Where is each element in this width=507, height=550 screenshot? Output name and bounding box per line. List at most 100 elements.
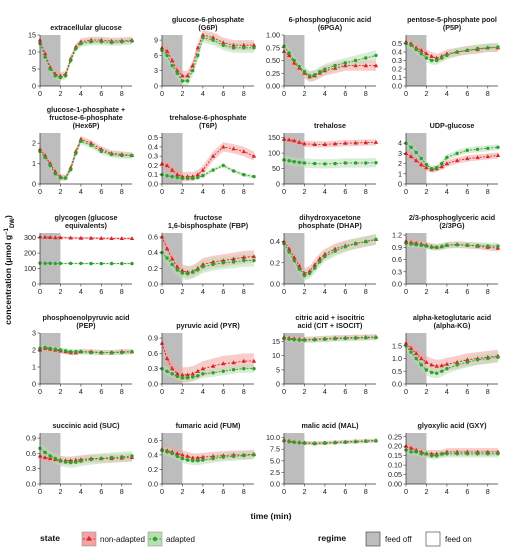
data-point-non-adapted — [195, 455, 200, 460]
data-point-non-adapted — [454, 360, 460, 364]
legend-swatch-feed-on — [425, 531, 441, 547]
data-point-adapted — [429, 370, 434, 375]
data-point-adapted — [353, 161, 358, 165]
y-tick-label: 0.2 — [392, 65, 402, 74]
x-tick-label: 0 — [404, 187, 408, 196]
data-point-adapted — [201, 174, 205, 178]
x-tick-label: 6 — [99, 387, 103, 396]
y-tick-label: 1.2 — [392, 231, 402, 240]
data-point-adapted — [231, 368, 236, 372]
x-tick-label: 8 — [120, 187, 124, 196]
y-tick-label: 0 — [276, 380, 280, 389]
y-tick-label: 3 — [32, 329, 36, 338]
x-tick-label: 6 — [343, 287, 347, 296]
legend-regime: regime feed off feed on — [318, 531, 472, 547]
data-point-non-adapted — [170, 256, 175, 261]
confidence-band-adapted — [284, 155, 376, 169]
data-point-non-adapted — [373, 63, 379, 68]
data-point-adapted — [455, 151, 459, 156]
y-tick-label: 10 — [272, 351, 280, 360]
x-tick-label: 4 — [79, 487, 83, 496]
x-tick-label: 0 — [404, 89, 408, 98]
x-tick-label: 4 — [201, 387, 205, 396]
data-point-adapted — [79, 41, 83, 46]
y-tick-label: 0.10 — [388, 461, 402, 470]
y-tick-label: 1.0 — [392, 354, 402, 363]
y-tick-label: 0.0 — [148, 480, 158, 489]
data-point-adapted — [196, 459, 200, 463]
data-point-non-adapted — [195, 368, 200, 373]
x-tick-label: 2 — [58, 487, 62, 496]
data-point-adapted — [364, 439, 368, 443]
y-tick-label: 3 — [154, 66, 158, 75]
x-tick-label: 4 — [201, 487, 205, 496]
data-point-adapted — [48, 346, 52, 350]
x-tick-label: 6 — [221, 387, 225, 396]
data-point-adapted — [69, 58, 73, 63]
x-tick-label: 0 — [282, 487, 286, 496]
data-point-adapted — [175, 175, 179, 180]
data-point-adapted — [429, 245, 434, 249]
y-tick-label: 9 — [154, 36, 158, 45]
data-point-non-adapted — [429, 54, 434, 58]
data-point-adapted — [323, 162, 327, 166]
confidence-band-adapted — [284, 41, 376, 81]
data-point-adapted — [297, 338, 301, 342]
y-tick-label: 0.0 — [26, 480, 36, 489]
data-point-adapted — [165, 369, 169, 373]
x-tick-label: 0 — [160, 187, 164, 196]
x-tick-label: 8 — [364, 187, 368, 196]
data-point-non-adapted — [210, 454, 216, 458]
x-tick-label: 4 — [445, 287, 449, 296]
data-point-non-adapted — [475, 155, 480, 160]
data-point-adapted — [496, 45, 500, 49]
data-point-adapted — [414, 243, 418, 247]
data-point-adapted — [364, 336, 368, 340]
legend-label-feed-on: feed on — [445, 535, 472, 544]
data-point-adapted — [63, 176, 68, 180]
data-point-adapted — [429, 58, 434, 63]
data-point-adapted — [89, 350, 93, 355]
data-point-non-adapted — [429, 362, 434, 367]
data-point-adapted — [292, 338, 296, 342]
data-point-non-adapted — [373, 140, 379, 144]
legend-item-adapted: adapted — [147, 531, 195, 547]
data-point-adapted — [165, 53, 169, 58]
data-point-adapted — [435, 454, 439, 458]
x-tick-label: 6 — [221, 187, 225, 196]
data-point-non-adapted — [363, 63, 368, 68]
y-axis-title-text: concentration (µmol g−1DW) — [3, 215, 16, 325]
data-point-non-adapted — [419, 162, 424, 167]
x-tick-label: 6 — [465, 487, 469, 496]
data-point-non-adapted — [164, 163, 170, 168]
data-point-adapted — [221, 369, 225, 373]
data-point-adapted — [292, 58, 296, 63]
y-tick-label: 1 — [32, 363, 36, 372]
data-point-adapted — [43, 450, 47, 455]
data-point-adapted — [440, 56, 444, 60]
y-tick-label: 0.9 — [148, 334, 158, 343]
x-tick-label: 0 — [38, 187, 42, 196]
x-axis-title: time (min) — [250, 511, 291, 521]
y-tick-label: 0.2 — [270, 258, 280, 267]
data-point-adapted — [99, 456, 104, 461]
data-point-non-adapted — [414, 351, 419, 355]
data-point-non-adapted — [343, 140, 348, 145]
y-tick-label: 0.0 — [148, 280, 158, 289]
data-point-adapted — [414, 47, 418, 52]
y-tick-label: 0.0 — [270, 280, 280, 289]
data-point-non-adapted — [251, 358, 257, 363]
x-tick-label: 6 — [99, 187, 103, 196]
data-point-adapted — [496, 452, 500, 456]
data-point-non-adapted — [88, 140, 94, 145]
data-point-non-adapted — [251, 153, 257, 158]
data-point-adapted — [323, 441, 327, 445]
data-point-adapted — [424, 162, 429, 167]
data-point-adapted — [455, 452, 459, 456]
y-tick-label: 0 — [398, 180, 402, 189]
data-point-non-adapted — [68, 458, 73, 463]
data-point-adapted — [297, 160, 301, 165]
data-point-adapted — [130, 261, 134, 266]
data-point-non-adapted — [73, 457, 78, 462]
data-point-non-adapted — [190, 63, 195, 68]
